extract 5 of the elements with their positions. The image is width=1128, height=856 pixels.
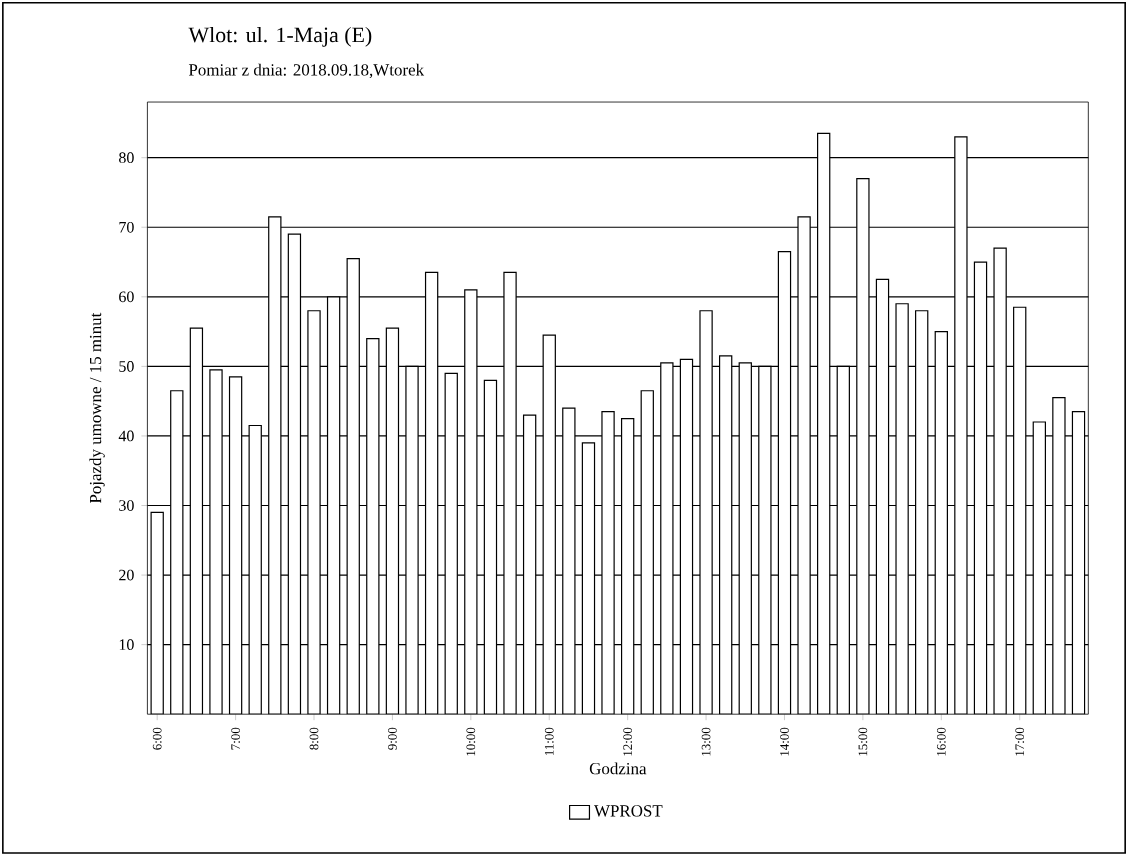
chart-title: Wlot: ul. 1-Maja (E) xyxy=(188,26,372,47)
x-axis-title: Godzina xyxy=(589,762,647,775)
chart-subtitle: Pomiar z dnia: 2018.09.18,Wtorek xyxy=(188,63,425,79)
legend-label: WPROST xyxy=(594,805,663,817)
y-axis-title: Pojazdy umowne / 15 minut xyxy=(89,312,105,504)
